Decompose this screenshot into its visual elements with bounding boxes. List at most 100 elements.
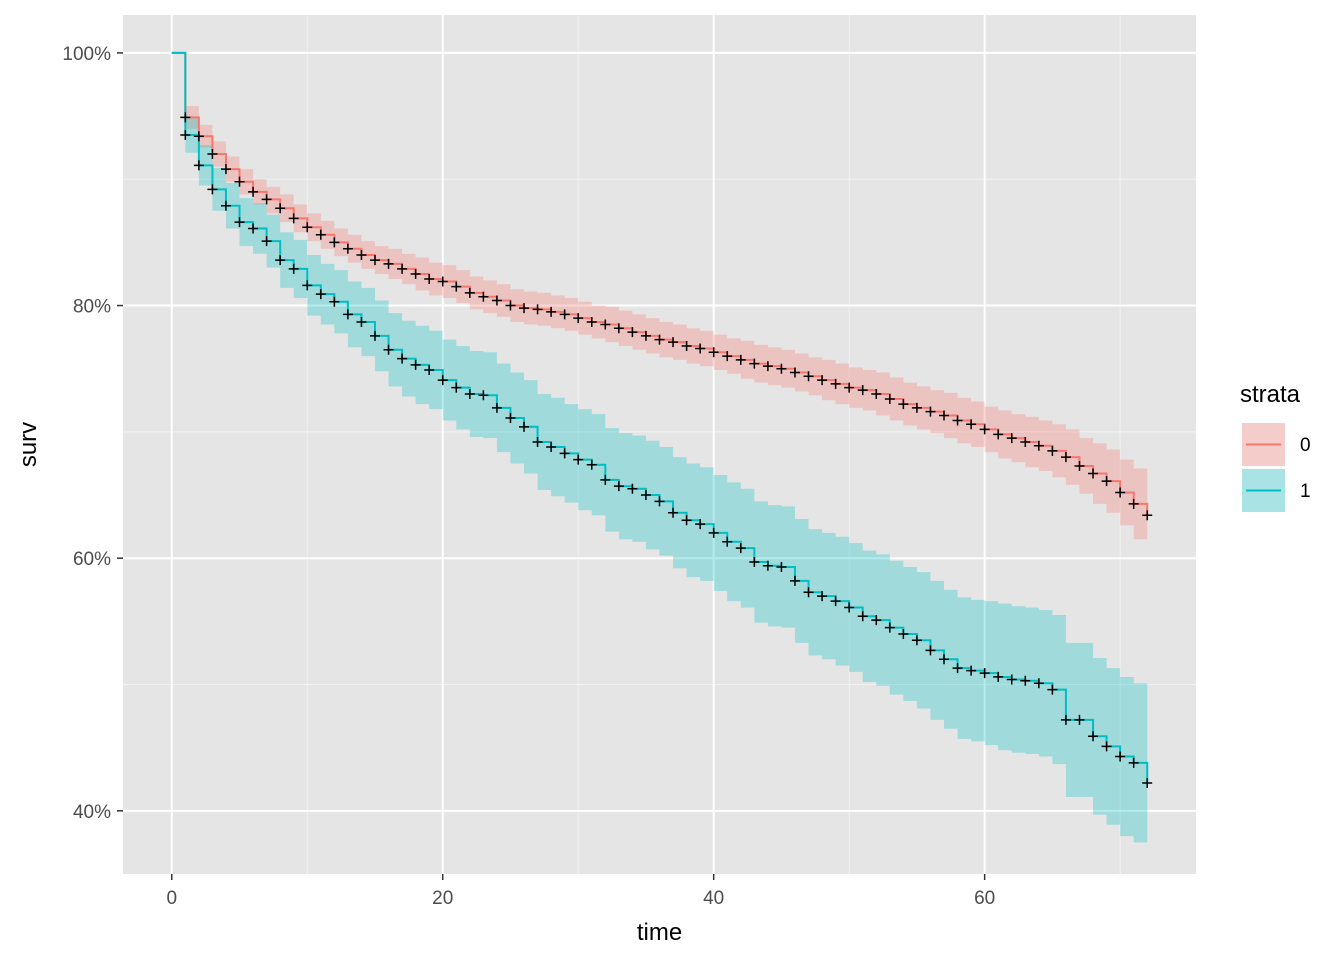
censor-mark-1	[1142, 778, 1153, 789]
censor-mark-0	[491, 295, 502, 306]
censor-mark-1	[342, 309, 353, 320]
censor-mark-0	[532, 304, 543, 315]
censor-mark-1	[519, 421, 530, 432]
censor-mark-0	[993, 429, 1004, 440]
censor-mark-0	[627, 327, 638, 338]
censor-mark-0	[478, 291, 489, 302]
censor-mark-1	[573, 454, 584, 465]
censor-mark-1	[383, 344, 394, 355]
censor-mark-1	[749, 556, 760, 567]
censor-mark-1	[464, 388, 475, 399]
censor-mark-0	[871, 388, 882, 399]
censor-mark-0	[979, 424, 990, 435]
censor-mark-0	[1020, 436, 1031, 447]
legend-label-1: 1	[1300, 481, 1311, 502]
censor-mark-1	[600, 474, 611, 485]
censor-mark-1	[993, 671, 1004, 682]
censor-mark-0	[708, 347, 719, 358]
censor-mark-1	[776, 562, 787, 573]
censor-mark-0	[776, 363, 787, 374]
censor-mark-1	[817, 591, 828, 602]
censor-mark-1	[654, 496, 665, 507]
censor-mark-0	[261, 194, 272, 205]
censor-mark-1	[437, 375, 448, 386]
censor-mark-0	[383, 258, 394, 269]
censor-mark-1	[248, 223, 259, 234]
censor-mark-1	[613, 481, 624, 492]
censor-mark-0	[722, 351, 733, 362]
censor-mark-0	[464, 287, 475, 298]
censor-mark-0	[681, 340, 692, 351]
censor-mark-1	[424, 364, 435, 375]
x-tick-label: 20	[432, 888, 453, 909]
censor-mark-0	[939, 410, 950, 421]
censor-mark-0	[1074, 460, 1085, 471]
censor-mark-0	[898, 399, 909, 410]
censor-mark-0	[559, 309, 570, 320]
censor-mark-1	[532, 436, 543, 447]
censor-mark-0	[952, 415, 963, 426]
censor-mark-0	[397, 263, 408, 274]
censor-mark-1	[911, 635, 922, 646]
censor-mark-1	[1033, 678, 1044, 689]
legend: strata 01	[1240, 381, 1311, 512]
censor-mark-0	[884, 394, 895, 405]
censor-mark-0	[640, 330, 651, 341]
censor-mark-0	[600, 319, 611, 330]
censor-mark-0	[668, 337, 679, 348]
x-tick-label: 40	[703, 888, 724, 909]
censor-mark-1	[857, 611, 868, 622]
censor-mark-0	[1142, 510, 1153, 521]
censor-mark-1	[884, 622, 895, 633]
censor-mark-1	[979, 668, 990, 679]
censor-mark-0	[966, 419, 977, 430]
censor-mark-1	[668, 507, 679, 518]
censor-mark-1	[315, 289, 326, 300]
censor-mark-1	[410, 359, 421, 370]
censor-mark-0	[789, 367, 800, 378]
censor-mark-1	[844, 602, 855, 613]
censor-mark-1	[180, 130, 191, 141]
censor-mark-0	[315, 229, 326, 240]
censor-mark-0	[410, 268, 421, 279]
x-axis-title: time	[637, 919, 682, 946]
censor-mark-1	[789, 575, 800, 586]
censor-mark-1	[1006, 674, 1017, 685]
x-tick-label: 0	[166, 888, 177, 909]
censor-mark-0	[369, 255, 380, 266]
censor-mark-0	[220, 164, 231, 175]
y-tick-label: 60%	[73, 549, 111, 570]
censor-mark-0	[207, 148, 218, 159]
censor-mark-0	[573, 313, 584, 324]
confidence-band-0	[171, 52, 1148, 540]
censor-mark-0	[180, 112, 191, 123]
censor-mark-1	[939, 654, 950, 665]
censor-mark-0	[424, 274, 435, 285]
censor-mark-0	[1033, 440, 1044, 451]
censor-mark-1	[193, 160, 204, 171]
censor-mark-1	[1074, 714, 1085, 725]
censor-mark-1	[762, 560, 773, 571]
censor-mark-1	[1115, 751, 1126, 762]
censor-mark-1	[952, 663, 963, 674]
censor-mark-1	[898, 628, 909, 639]
censor-marks	[180, 112, 1153, 789]
censor-mark-0	[1060, 452, 1071, 463]
censor-mark-0	[911, 402, 922, 413]
legend-label-0: 0	[1300, 435, 1311, 456]
censor-mark-0	[586, 316, 597, 327]
censor-mark-1	[735, 543, 746, 554]
y-axis-title: surv	[15, 422, 42, 467]
censor-mark-1	[451, 382, 462, 393]
legend-keys: 01	[1242, 423, 1311, 512]
censor-mark-1	[207, 184, 218, 195]
censor-mark-1	[234, 217, 245, 228]
confidence-band-1	[171, 52, 1148, 843]
y-axis-ticks: 40% 60% 80% 100%	[62, 44, 123, 823]
censor-mark-0	[302, 222, 313, 233]
censor-mark-1	[329, 296, 340, 307]
censor-mark-0	[654, 334, 665, 345]
censor-mark-1	[478, 390, 489, 401]
censor-mark-0	[857, 385, 868, 396]
censor-mark-1	[302, 280, 313, 291]
